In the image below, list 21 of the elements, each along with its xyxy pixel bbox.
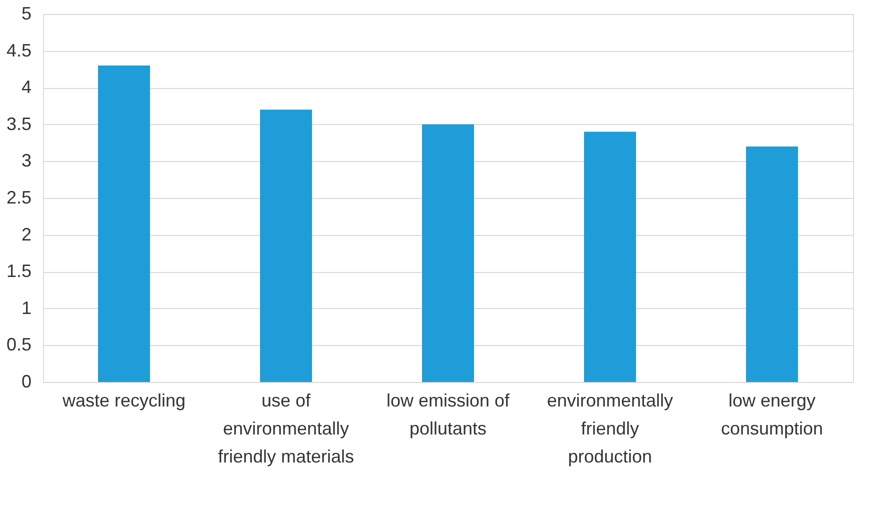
bar xyxy=(98,66,150,382)
x-tick-label: waste recycling xyxy=(61,390,186,410)
x-tick-label: environmentally friendly production xyxy=(546,390,674,466)
bar xyxy=(260,110,312,382)
y-tick-label: 3 xyxy=(21,150,32,171)
bar xyxy=(746,146,798,382)
y-tick-label: 1.5 xyxy=(6,261,32,282)
y-tick-label: 4.5 xyxy=(6,40,32,60)
y-tick-label: 3.5 xyxy=(6,114,32,134)
y-tick-label: 0 xyxy=(21,372,32,392)
bar xyxy=(422,124,474,382)
bar xyxy=(584,132,636,382)
y-tick-label: 5 xyxy=(21,4,32,24)
y-tick-label: 1 xyxy=(21,298,32,318)
y-tick-label: 2.5 xyxy=(6,188,32,208)
y-tick-label: 2 xyxy=(21,224,32,244)
x-tick-label: use of environmentally friendly materials xyxy=(218,390,354,466)
x-tick-label: low energy consumption xyxy=(720,390,824,438)
y-tick-label: 4 xyxy=(21,77,32,98)
x-tick-label: low emission of pollutants xyxy=(386,390,511,438)
y-tick-label: 0.5 xyxy=(6,334,32,355)
